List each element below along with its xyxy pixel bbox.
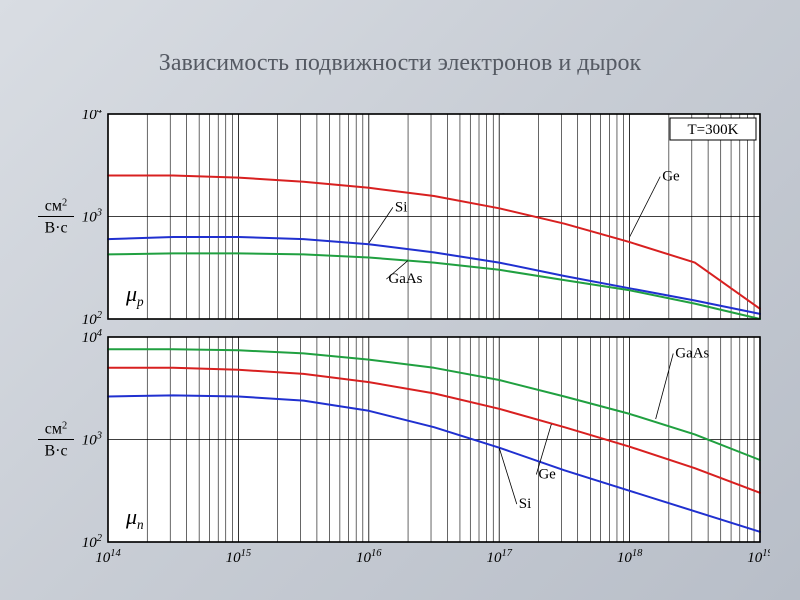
svg-text:GaAs: GaAs xyxy=(675,346,709,362)
svg-text:103: 103 xyxy=(82,431,102,449)
svg-text:102: 102 xyxy=(82,533,103,551)
svg-text:T=300K: T=300K xyxy=(688,122,739,138)
svg-text:Ge: Ge xyxy=(538,466,556,482)
svg-text:103: 103 xyxy=(82,208,102,226)
svg-text:1016: 1016 xyxy=(356,548,382,566)
svg-text:104: 104 xyxy=(82,328,103,346)
svg-text:1014: 1014 xyxy=(95,548,121,566)
svg-text:В·с: В·с xyxy=(44,220,67,237)
svg-text:В·с: В·с xyxy=(44,443,67,460)
svg-text:см2: см2 xyxy=(45,198,67,215)
svg-text:см2: см2 xyxy=(45,421,67,438)
svg-text:Si: Si xyxy=(519,496,532,512)
svg-text:GaAs: GaAs xyxy=(388,271,422,287)
svg-text:Ge: Ge xyxy=(662,169,680,185)
mobility-chart: 102103104см2В·сGeSiGaAsμpT=300K102103104… xyxy=(30,110,770,570)
svg-text:1017: 1017 xyxy=(486,548,512,566)
svg-text:1018: 1018 xyxy=(617,548,643,566)
svg-text:Si: Si xyxy=(395,199,408,215)
svg-text:1019: 1019 xyxy=(747,548,770,566)
svg-text:104: 104 xyxy=(82,110,103,123)
title-line1: Зависимость подвижности электронов и дыр… xyxy=(159,50,641,76)
svg-text:1015: 1015 xyxy=(226,548,252,566)
svg-text:102: 102 xyxy=(82,310,103,328)
